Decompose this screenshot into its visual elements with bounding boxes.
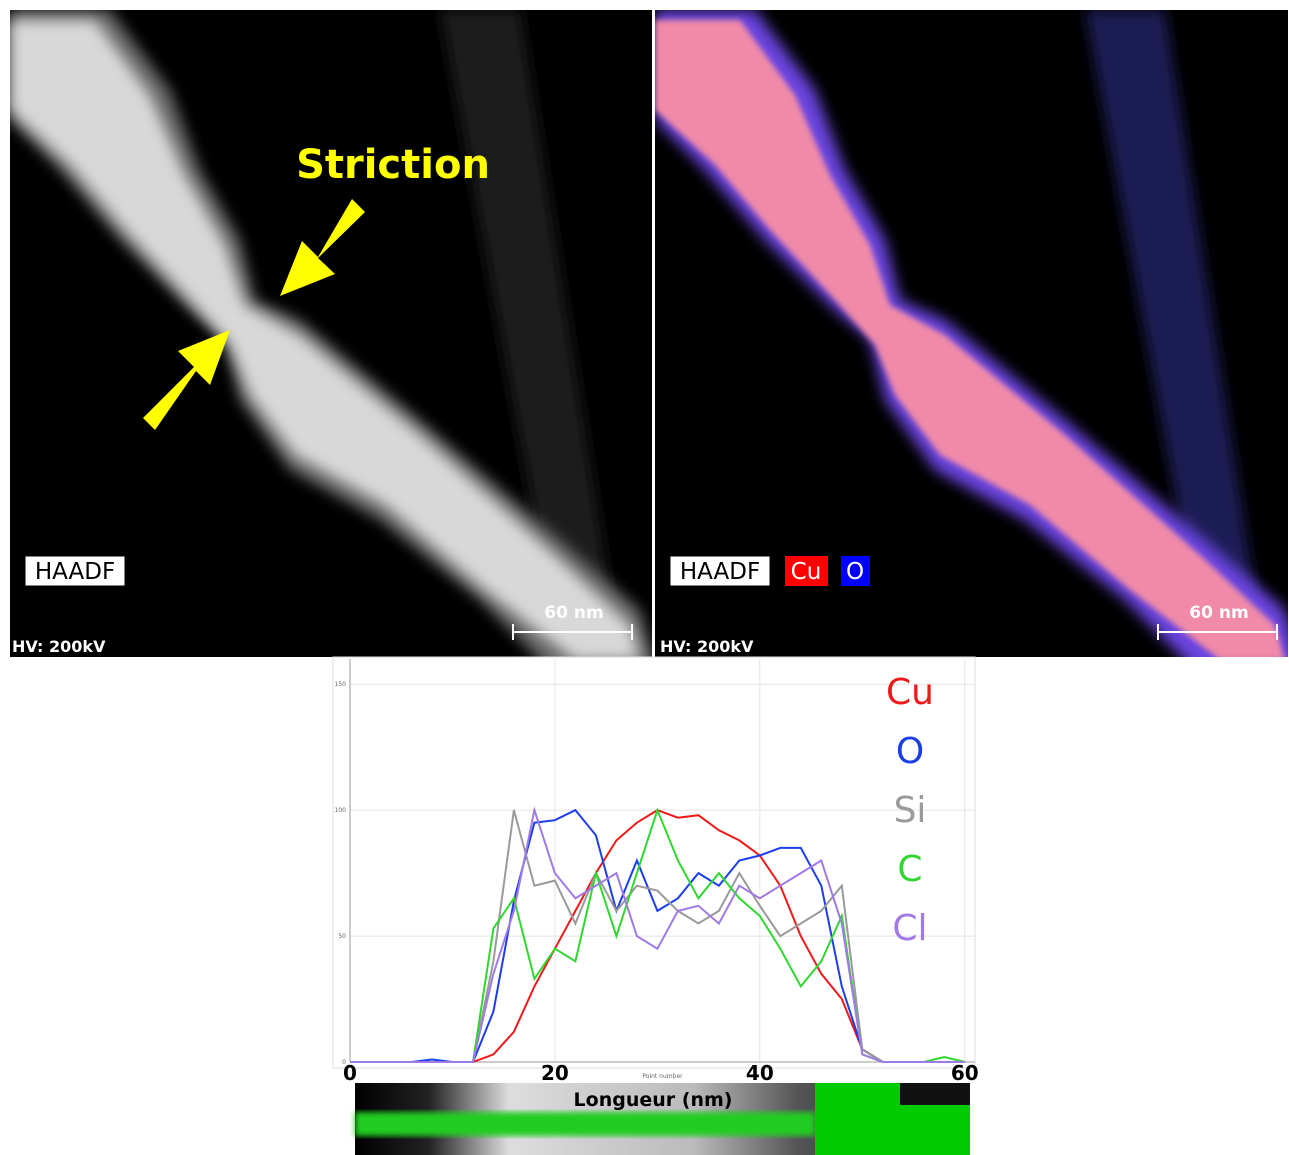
legend-entry: C xyxy=(897,849,922,890)
data-line xyxy=(350,806,965,1063)
element-label: Cu xyxy=(791,559,822,585)
panel-label: HAADF xyxy=(680,559,760,585)
haadf-image xyxy=(10,10,652,657)
annotation: Striction xyxy=(296,142,490,188)
y-tick-label: 50 xyxy=(338,933,346,940)
panel-label: HAADF xyxy=(35,559,115,585)
annotation: Longueur (nm) xyxy=(574,1089,733,1111)
legend-entry: Si xyxy=(894,790,927,831)
label-box xyxy=(669,555,771,587)
voltage: HV: 200kV xyxy=(12,637,106,656)
y-tick-label: 100 xyxy=(335,807,347,814)
scale-label: 60 nm xyxy=(1189,603,1248,623)
chart-frame xyxy=(332,656,976,1069)
x-tick-label: 0 xyxy=(343,1061,357,1085)
label-box xyxy=(785,556,828,586)
scale-bar xyxy=(1157,624,1278,640)
y-tick-label: 150 xyxy=(335,681,347,688)
profile-strip xyxy=(355,1112,815,1136)
y-tick-label: 0 xyxy=(342,1059,346,1066)
legend-entry: O xyxy=(896,731,924,772)
scale-label: 60 nm xyxy=(544,603,603,623)
voltage: HV: 200kV xyxy=(660,637,754,656)
legend-entry: Cu xyxy=(886,672,934,713)
x-tick-label: 60 xyxy=(951,1061,979,1085)
arrow xyxy=(143,330,230,430)
arrow xyxy=(280,199,365,296)
label-box xyxy=(24,555,126,587)
profile-strip xyxy=(900,1083,970,1105)
x-axis-label: Point number xyxy=(642,1073,683,1080)
legend-entry: Cl xyxy=(892,908,927,949)
element-label: O xyxy=(846,559,864,585)
x-tick-label: 20 xyxy=(541,1061,569,1085)
scale-bar xyxy=(512,624,633,640)
eds-map-image xyxy=(655,10,1288,657)
x-tick-label: 40 xyxy=(746,1061,774,1085)
label-box xyxy=(841,556,870,586)
